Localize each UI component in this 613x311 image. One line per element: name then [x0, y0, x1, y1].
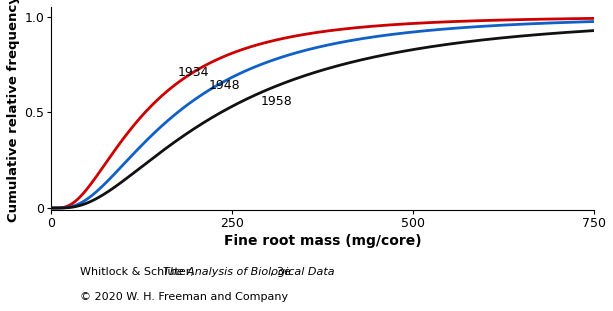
Text: The Analysis of Biological Data: The Analysis of Biological Data	[163, 267, 335, 277]
Text: 1934: 1934	[178, 66, 209, 79]
Text: Whitlock & Schluter,: Whitlock & Schluter,	[80, 267, 197, 277]
Text: © 2020 W. H. Freeman and Company: © 2020 W. H. Freeman and Company	[80, 292, 288, 302]
Text: , 3e: , 3e	[270, 267, 291, 277]
Text: 1958: 1958	[261, 95, 293, 108]
Text: 1948: 1948	[209, 79, 240, 92]
X-axis label: Fine root mass (mg/core): Fine root mass (mg/core)	[224, 234, 421, 248]
Y-axis label: Cumulative relative frequency: Cumulative relative frequency	[7, 0, 20, 222]
